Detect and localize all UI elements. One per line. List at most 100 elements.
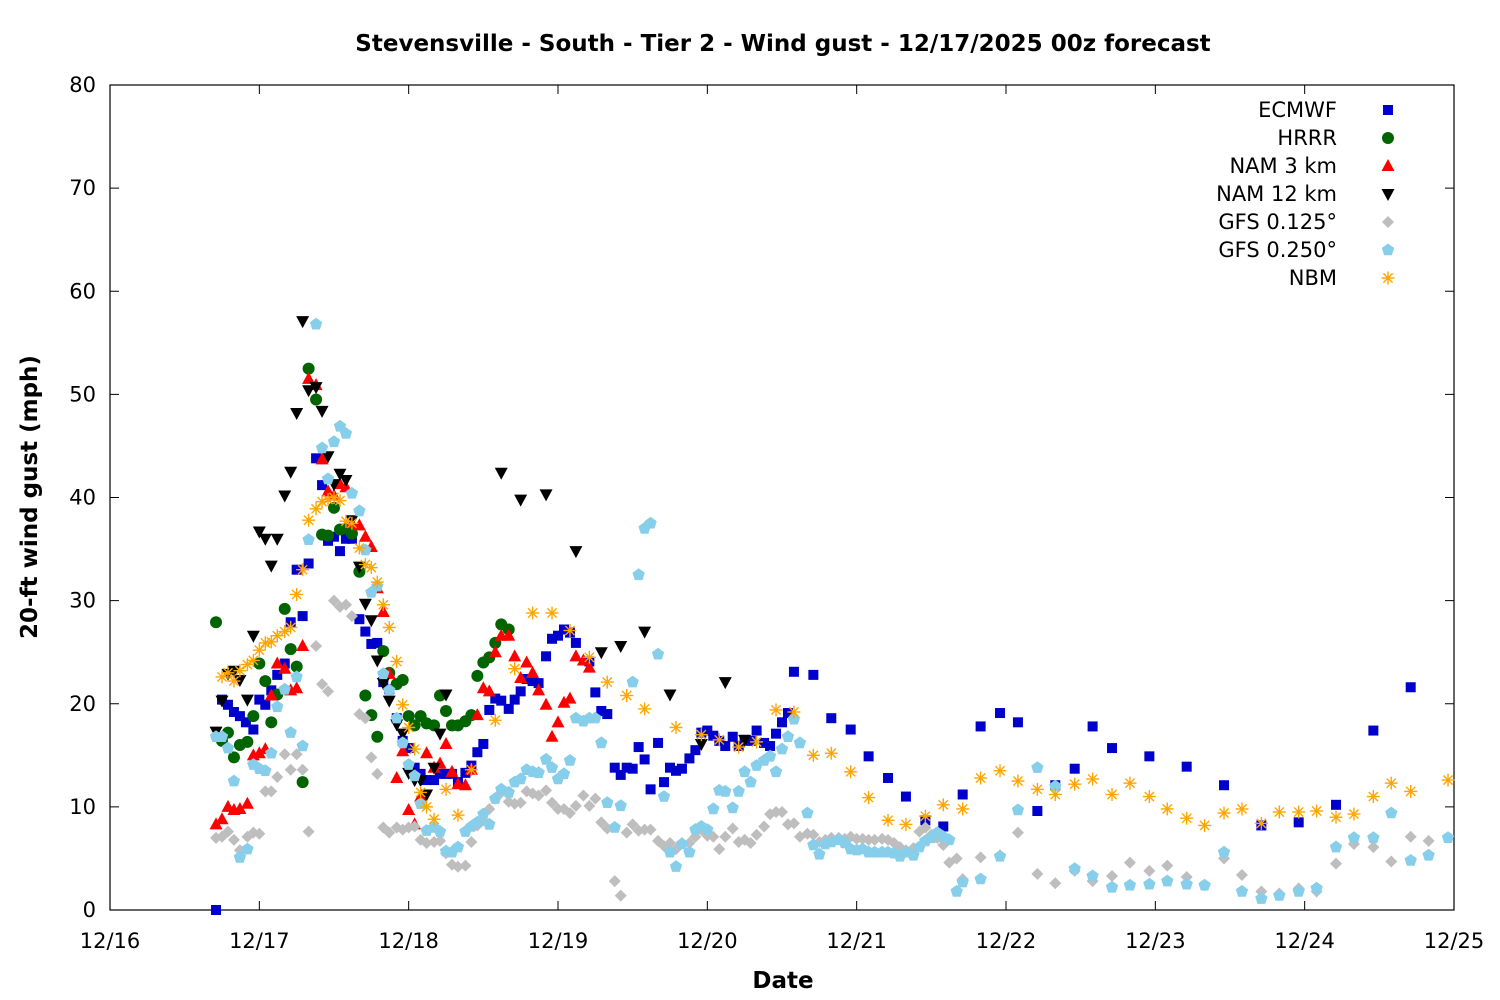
data-point <box>950 884 963 897</box>
data-point <box>684 753 695 764</box>
data-point <box>433 825 447 837</box>
y-tick-label: 40 <box>69 486 96 510</box>
data-point <box>302 513 316 527</box>
data-point <box>918 809 932 823</box>
data-point <box>508 649 522 662</box>
data-point <box>1347 831 1361 844</box>
data-point <box>563 691 577 704</box>
data-point <box>359 689 372 702</box>
y-tick-label: 60 <box>69 279 96 303</box>
data-point <box>241 735 254 748</box>
data-point <box>322 685 335 698</box>
data-point <box>919 821 932 834</box>
data-point <box>632 568 645 581</box>
data-point <box>750 735 764 749</box>
data-point <box>290 670 303 683</box>
data-point <box>364 615 378 628</box>
data-point <box>358 598 372 611</box>
data-point <box>763 749 777 762</box>
data-point <box>1086 869 1099 882</box>
data-point <box>227 674 241 688</box>
data-point <box>1086 772 1100 786</box>
legend-marker <box>1381 243 1395 256</box>
data-point <box>1069 763 1080 774</box>
data-point <box>252 746 266 759</box>
data-point <box>233 850 247 863</box>
data-point <box>359 543 372 556</box>
data-point <box>464 763 478 777</box>
y-tick-label: 10 <box>69 795 96 819</box>
data-point <box>726 801 739 814</box>
data-point <box>1011 803 1025 816</box>
data-point <box>563 807 576 820</box>
data-point <box>644 823 657 836</box>
data-point <box>377 645 390 658</box>
data-point <box>899 817 913 831</box>
data-point <box>429 775 440 786</box>
data-point <box>1293 817 1304 828</box>
legend-label: NBM <box>1289 266 1337 290</box>
data-point <box>570 637 581 648</box>
data-point <box>595 736 608 749</box>
data-point <box>514 494 528 507</box>
data-point <box>702 725 713 736</box>
data-point <box>589 711 602 724</box>
data-point <box>659 777 670 788</box>
data-point <box>371 730 384 743</box>
data-point <box>296 563 310 577</box>
data-point <box>260 699 271 710</box>
data-point <box>427 812 441 826</box>
data-point <box>370 655 384 668</box>
data-point <box>328 501 340 514</box>
data-point <box>246 653 260 667</box>
data-point <box>1385 806 1398 819</box>
data-point <box>614 889 627 902</box>
legend-item: NBM <box>1289 266 1395 290</box>
data-point <box>494 467 508 480</box>
x-tick-label: 12/20 <box>677 929 738 953</box>
data-point <box>669 720 683 734</box>
data-point <box>881 813 895 827</box>
data-point <box>744 836 757 849</box>
data-point <box>302 371 316 384</box>
data-point <box>956 802 970 816</box>
data-point <box>327 435 341 448</box>
data-point <box>290 681 304 694</box>
data-point <box>211 905 222 915</box>
data-point <box>801 806 814 819</box>
data-point <box>272 669 283 680</box>
data-point <box>782 708 793 719</box>
data-point <box>515 686 526 697</box>
y-axis-label: 20-ft wind gust (mph) <box>17 355 43 639</box>
data-point <box>708 730 719 741</box>
data-point <box>278 602 291 615</box>
data-point <box>769 703 783 717</box>
data-point <box>620 689 634 702</box>
data-point <box>440 704 452 717</box>
data-point <box>460 767 471 778</box>
data-point <box>265 785 278 798</box>
data-point <box>663 845 677 858</box>
data-point <box>1367 841 1380 854</box>
data-point <box>826 713 837 724</box>
data-point <box>1106 869 1119 882</box>
x-tick-label: 12/18 <box>378 929 439 953</box>
data-point <box>1012 717 1023 728</box>
data-point <box>221 825 234 838</box>
data-point <box>545 761 559 773</box>
plot-border <box>109 84 1455 911</box>
data-point <box>639 754 650 765</box>
data-point <box>520 655 534 668</box>
data-point <box>663 689 677 702</box>
data-point <box>1329 840 1343 853</box>
x-tick-label: 12/25 <box>1424 929 1485 953</box>
data-point <box>1087 721 1098 732</box>
data-point <box>296 316 310 329</box>
data-point <box>712 733 726 747</box>
data-point <box>420 800 434 814</box>
data-point <box>751 725 762 736</box>
data-point <box>420 836 433 849</box>
y-tick-label: 80 <box>69 73 96 97</box>
data-point <box>532 683 546 696</box>
series-hrrr <box>210 362 515 789</box>
